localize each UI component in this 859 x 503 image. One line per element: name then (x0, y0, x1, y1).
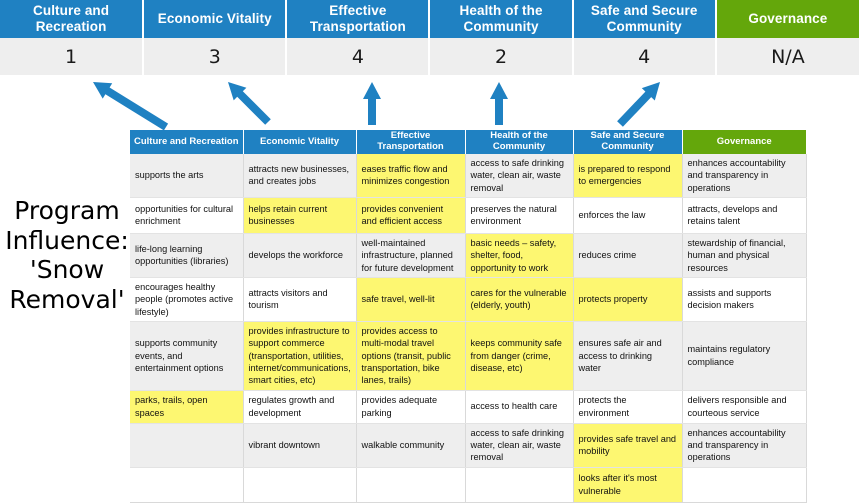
arrow-safe-and-secure-community (617, 82, 660, 127)
matrix-cell: well-maintained infrastructure, planned … (356, 233, 466, 278)
matrix-cell: attracts visitors and tourism (243, 277, 357, 322)
arrow-economic-vitality (228, 82, 271, 125)
matrix-cell-empty (356, 467, 466, 503)
score-governance: N/A (715, 38, 859, 75)
matrix-header-row: Culture and Recreation Economic Vitality… (130, 130, 806, 154)
matrix-cell: vibrant downtown (243, 423, 357, 468)
matrix-cell: ensures safe air and access to drinking … (573, 321, 683, 391)
matrix-cell: basic needs – safety, shelter, food, opp… (465, 233, 574, 278)
matrix-cell: safe travel, well-lit (356, 277, 466, 322)
matrix-cell: access to health care (465, 390, 574, 424)
matrix-row: encourages healthy people (promotes acti… (130, 277, 807, 322)
matrix-cell: regulates growth and development (243, 390, 357, 424)
matrix-cell: assists and supports decision makers (682, 277, 807, 322)
matrix-row: supports community events, and entertain… (130, 321, 807, 391)
matrix-row: life-long learning opportunities (librar… (130, 233, 807, 278)
score-effective-transportation: 4 (286, 38, 431, 75)
matrix-row: supports the arts attracts new businesses… (130, 154, 807, 198)
matrix-cell-empty (682, 467, 807, 503)
arrow-culture-and-recreation (93, 82, 169, 131)
matrix-cell: cares for the vulnerable (elderly, youth… (465, 277, 574, 322)
matrix-cell: provides convenient and efficient access (356, 197, 466, 234)
score-economic-vitality: 3 (143, 38, 288, 75)
score-culture-and-recreation: 1 (0, 38, 145, 75)
matrix-row: opportunities for cultural enrichment hel… (130, 197, 807, 234)
arrow-health-of-the-community (490, 82, 508, 125)
matrix-cell: supports the arts (130, 154, 244, 198)
matrix-cell-empty (130, 423, 244, 468)
matrix-cell: helps retain current businesses (243, 197, 357, 234)
matrix-cell: provides adequate parking (356, 390, 466, 424)
scorecard-table: Culture and Recreation Economic Vitality… (0, 0, 859, 75)
matrix-cell: protects the environment (573, 390, 683, 424)
matrix-cell: is prepared to respond to emergencies (573, 154, 683, 198)
matrix-cell: attracts, develops and retains talent (682, 197, 807, 234)
matrix-header-effective-transportation: Effective Transportation (356, 130, 466, 154)
matrix-cell: opportunities for cultural enrichment (130, 197, 244, 234)
scorecard-header-culture-and-recreation: Culture and Recreation (0, 0, 145, 38)
matrix-cell: attracts new businesses, and creates job… (243, 154, 357, 198)
matrix-cell-empty (465, 467, 574, 503)
matrix-cell: access to safe drinking water, clean air… (465, 154, 574, 198)
matrix-row: vibrant downtown walkable community access… (130, 423, 807, 468)
matrix-cell: maintains regulatory compliance (682, 321, 807, 391)
arrow-effective-transportation (363, 82, 381, 125)
matrix-cell: enhances accountability and transparency… (682, 423, 807, 468)
matrix-cell: stewardship of financial, human and phys… (682, 233, 807, 278)
scorecard-header-health-of-the-community: Health of the Community (429, 0, 574, 38)
matrix-cell: protects property (573, 277, 683, 322)
matrix-cell-empty (130, 467, 244, 503)
scorecard-header-effective-transportation: Effective Transportation (286, 0, 431, 38)
matrix-cell: access to safe drinking water, clean air… (465, 423, 574, 468)
score-safe-and-secure-community: 4 (572, 38, 717, 75)
matrix-cell: provides infrastructure to support comme… (243, 321, 357, 391)
scorecard-header-economic-vitality: Economic Vitality (143, 0, 288, 38)
matrix-cell: life-long learning opportunities (librar… (130, 233, 244, 278)
program-influence-caption: Program Influence: 'Snow Removal' (5, 196, 129, 314)
matrix-cell: enforces the law (573, 197, 683, 234)
matrix-cell: encourages healthy people (promotes acti… (130, 277, 244, 322)
influence-matrix-grid: Culture and Recreation Economic Vitality… (130, 130, 807, 503)
matrix-header-culture-and-recreation: Culture and Recreation (130, 130, 244, 154)
matrix-cell: enhances accountability and transparency… (682, 154, 807, 198)
matrix-cell: keeps community safe from danger (crime,… (465, 321, 574, 391)
matrix-header-safe-and-secure-community: Safe and Secure Community (573, 130, 683, 154)
scorecard-score-row: 1 3 4 2 4 N/A (0, 38, 859, 75)
matrix-cell: delivers responsible and courteous servi… (682, 390, 807, 424)
scorecard-header-governance: Governance (715, 0, 859, 38)
scorecard-header-row: Culture and Recreation Economic Vitality… (0, 0, 859, 38)
matrix-cell-empty (243, 467, 357, 503)
matrix-cell: develops the workforce (243, 233, 357, 278)
matrix-cell: provides access to multi-modal travel op… (356, 321, 466, 391)
matrix-cell: eases traffic flow and minimizes congest… (356, 154, 466, 198)
matrix-cell: provides safe travel and mobility (573, 423, 683, 468)
scorecard-grid: Culture and Recreation Economic Vitality… (0, 0, 859, 75)
matrix-cell: preserves the natural environment (465, 197, 574, 234)
matrix-cell: supports community events, and entertain… (130, 321, 244, 391)
matrix-row: parks, trails, open spaces regulates grow… (130, 390, 807, 424)
matrix-cell: reduces crime (573, 233, 683, 278)
matrix-cell: looks after it's most vulnerable (573, 467, 683, 503)
influence-matrix: Culture and Recreation Economic Vitality… (130, 130, 807, 503)
matrix-cell: walkable community (356, 423, 466, 468)
matrix-cell: parks, trails, open spaces (130, 390, 244, 424)
matrix-row: looks after it's most vulnerable (130, 467, 807, 503)
arrow-group (93, 82, 660, 131)
matrix-header-health-of-the-community: Health of the Community (465, 130, 574, 154)
scorecard-header-safe-and-secure-community: Safe and Secure Community (572, 0, 717, 38)
matrix-header-economic-vitality: Economic Vitality (243, 130, 357, 154)
score-health-of-the-community: 2 (429, 38, 574, 75)
matrix-header-governance: Governance (682, 130, 806, 154)
